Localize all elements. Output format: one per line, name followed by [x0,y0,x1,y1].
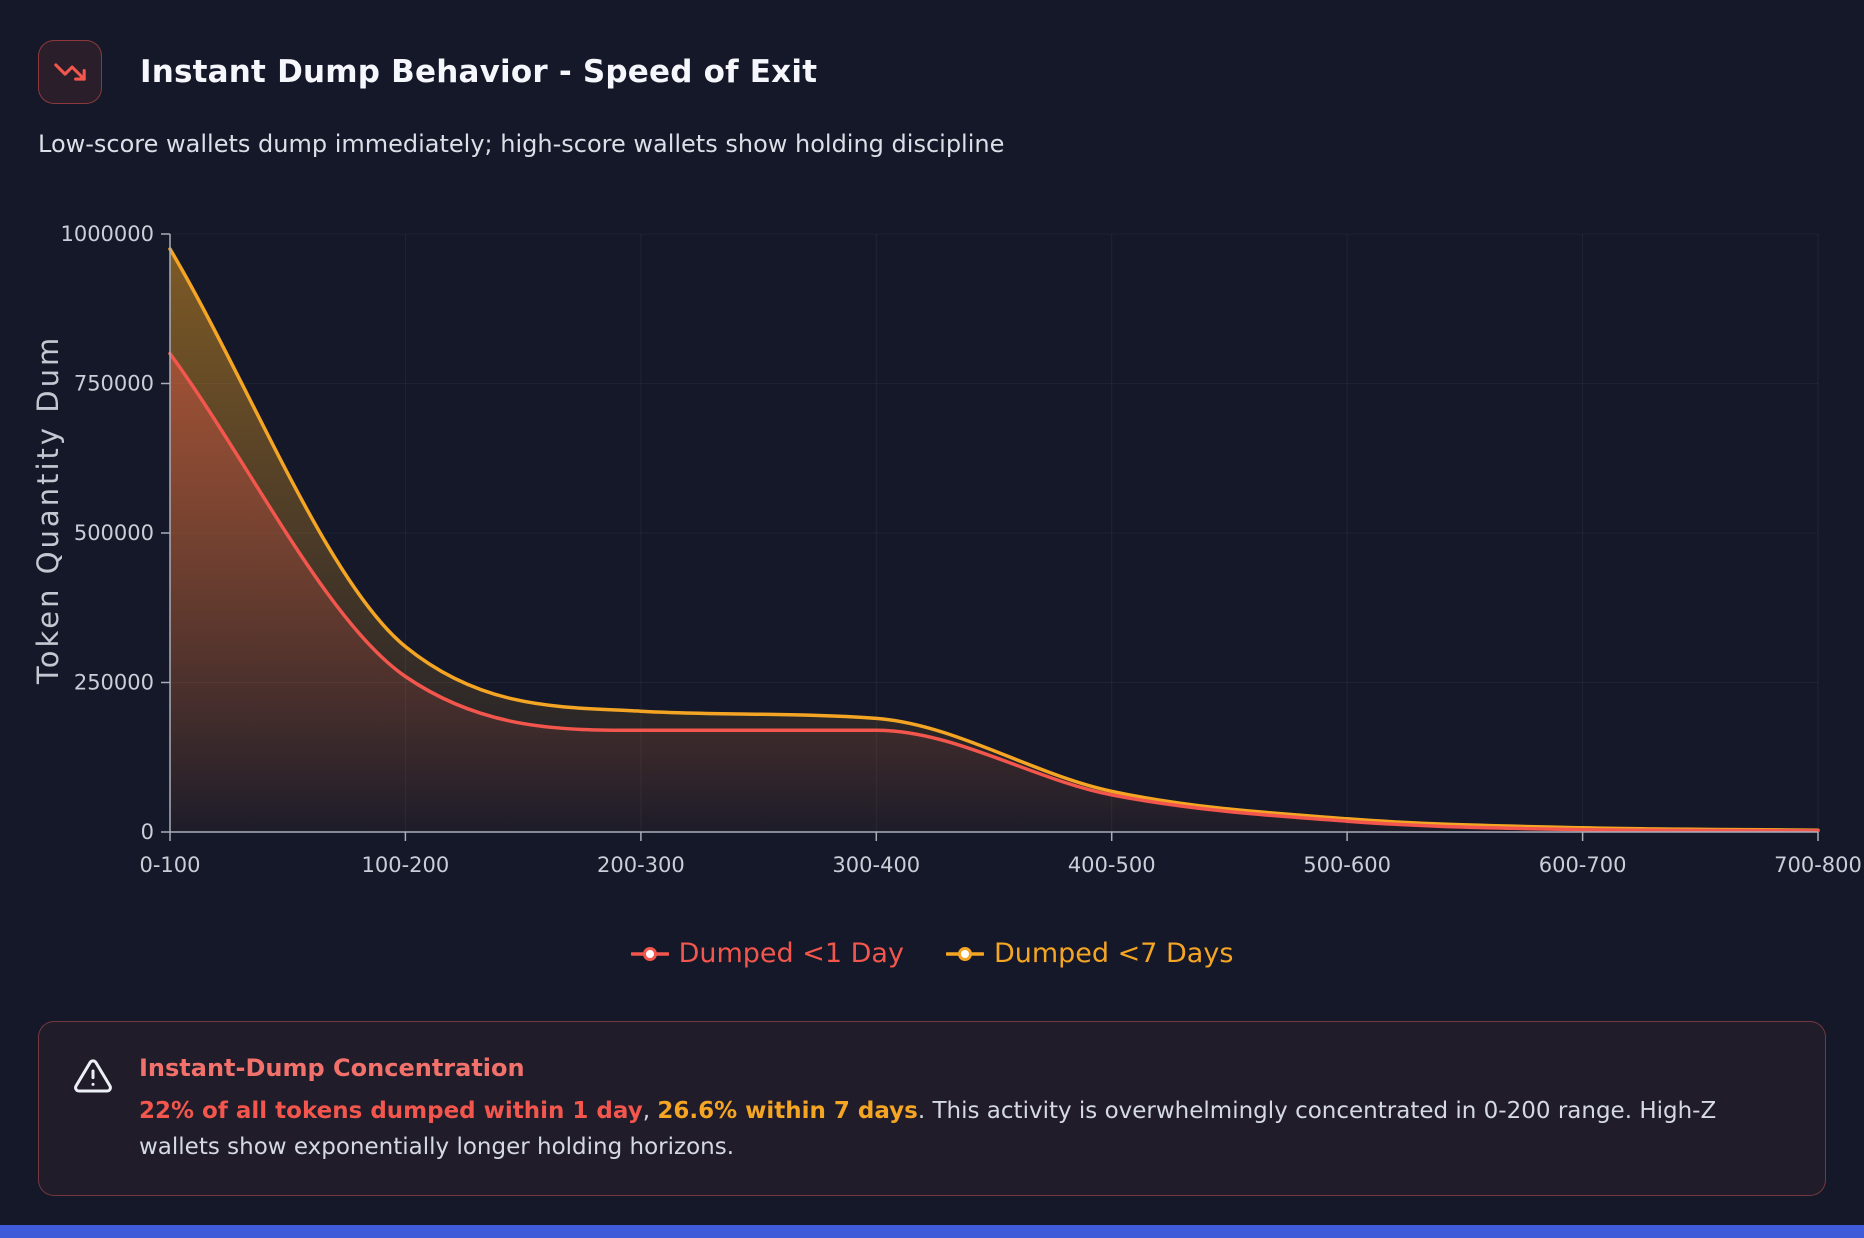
alert-body-rest: . This activity is overwhelmingly concen… [139,1098,1717,1160]
concentration-alert-card: Instant-Dump Concentration 22% of all to… [38,1021,1826,1197]
alert-body: 22% of all tokens dumped within 1 day, 2… [139,1094,1779,1165]
x-tick-label: 300-400 [832,853,920,877]
y-tick-label: 500000 [74,521,154,545]
series-line-dumped-1-day[interactable] [168,351,1820,833]
x-tick-label: 0-100 [139,853,200,877]
x-tick-label: 500-600 [1303,853,1391,877]
dump-speed-chart-svg: 0 250000 500000 750000 1000000 0-100 100-200 20… [31,222,1862,877]
bottom-accent-bar [0,1225,1864,1238]
x-tick-label: 100-200 [362,853,450,877]
page-title: Instant Dump Behavior - Speed of Exit [140,54,818,90]
y-tick-label: 750000 [74,372,154,396]
alert-separator: , [642,1098,658,1124]
y-tick-label: 1000000 [60,222,154,246]
dump-speed-chart: 0 250000 500000 750000 1000000 0-100 100-200 20… [0,184,1864,884]
line-dot-marker-icon [630,946,669,961]
legend-item-dumped-1-day[interactable]: Dumped <1 Day [630,938,904,969]
legend-label: Dumped <1 Day [678,938,904,969]
x-tick-label: 600-700 [1539,853,1627,877]
x-tick-label: 700-800 [1774,853,1862,877]
y-axis-label: Token Quantity Dum [31,335,65,685]
chart-legend: Dumped <1 Day Dumped <7 Days [0,938,1864,969]
legend-item-dumped-7-days[interactable]: Dumped <7 Days [945,938,1234,969]
trending-down-icon-box [38,40,102,104]
line-dot-marker-icon [945,946,984,961]
legend-label: Dumped <7 Days [993,938,1234,969]
x-tick-label: 200-300 [597,853,685,877]
alert-content: Instant-Dump Concentration 22% of all to… [139,1052,1779,1165]
alert-title: Instant-Dump Concentration [139,1054,525,1082]
x-tick-label: 400-500 [1068,853,1156,877]
alert-stat-7days: 26.6% within 7 days [657,1098,918,1124]
chart-header: Instant Dump Behavior - Speed of Exit [0,0,1864,104]
warning-triangle-icon [74,1059,112,1093]
chart-subtitle: Low-score wallets dump immediately; high… [38,130,1005,158]
trending-down-icon [54,63,86,81]
series-area-dumped-1-day [170,353,1818,832]
y-tick-label: 0 [141,820,154,844]
series-line-dumped-7-days[interactable] [168,247,1820,832]
y-tick-label: 250000 [74,671,154,695]
alert-stat-1day: 22% of all tokens dumped within 1 day [139,1098,643,1124]
